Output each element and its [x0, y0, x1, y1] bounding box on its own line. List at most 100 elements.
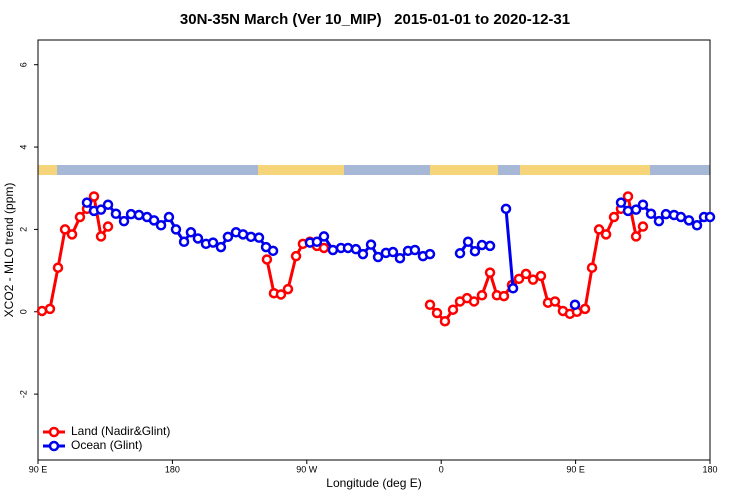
- point: [468, 296, 480, 307]
- point: [527, 274, 539, 285]
- point: [290, 250, 302, 262]
- point: [645, 208, 657, 220]
- point: [275, 289, 287, 300]
- x-tick-label: 180: [165, 464, 180, 474]
- point: [178, 236, 190, 248]
- point: [148, 215, 160, 226]
- point: [484, 240, 496, 252]
- point: [691, 220, 703, 231]
- point: [185, 227, 197, 238]
- point: [476, 290, 488, 301]
- point: [207, 237, 219, 248]
- point: [600, 229, 612, 240]
- point: [110, 208, 122, 220]
- point: [163, 211, 175, 223]
- y-axis-label: XCO2 - MLO trend (ppm): [2, 183, 16, 318]
- point: [365, 239, 377, 250]
- point: [192, 233, 204, 244]
- point: [622, 191, 634, 202]
- ocean-band: [38, 165, 710, 175]
- point: [454, 248, 466, 259]
- point: [118, 215, 130, 227]
- point: [394, 252, 406, 264]
- land-band: [258, 165, 344, 175]
- point: [342, 242, 354, 254]
- point: [439, 315, 451, 327]
- point: [630, 231, 642, 242]
- point: [261, 254, 273, 265]
- point: [253, 232, 265, 243]
- land-band: [430, 165, 498, 175]
- y-tick-label: 6: [18, 62, 28, 67]
- point: [267, 245, 279, 257]
- point: [59, 224, 71, 235]
- point: [44, 303, 56, 315]
- point: [95, 231, 107, 242]
- point: [579, 303, 591, 315]
- point: [133, 209, 145, 221]
- y-tick-label: -2: [18, 390, 28, 398]
- point: [88, 191, 100, 202]
- point: [81, 197, 93, 208]
- legend-label: Ocean (Glint): [71, 438, 142, 452]
- point: [569, 299, 581, 311]
- point: [535, 270, 547, 282]
- point: [630, 204, 642, 215]
- y-tick-label: 4: [18, 145, 28, 150]
- point: [653, 215, 665, 227]
- x-tick-label: 90 E: [566, 464, 585, 474]
- point: [622, 205, 634, 217]
- point: [170, 224, 182, 235]
- point: [660, 208, 672, 220]
- point: [215, 241, 227, 253]
- point: [549, 296, 561, 307]
- point: [102, 199, 114, 210]
- point: [431, 307, 443, 319]
- legend: Land (Nadir&Glint)Ocean (Glint): [43, 424, 170, 452]
- point: [245, 231, 257, 243]
- surface-strip: [38, 165, 710, 175]
- point: [615, 197, 627, 208]
- point: [462, 236, 474, 248]
- point: [498, 290, 510, 302]
- point: [318, 242, 330, 254]
- point: [318, 231, 330, 242]
- point: [500, 203, 512, 215]
- point: [484, 267, 496, 278]
- point: [372, 251, 384, 263]
- x-axis-label: Longitude (deg E): [326, 476, 421, 490]
- point: [447, 304, 459, 315]
- point: [593, 224, 605, 235]
- point: [74, 211, 86, 223]
- point: [409, 244, 421, 256]
- point: [637, 221, 649, 232]
- point: [387, 246, 399, 258]
- point: [683, 215, 695, 226]
- point: [513, 273, 525, 285]
- point: [476, 239, 488, 251]
- legend-swatch-point: [48, 426, 60, 438]
- point: [424, 248, 436, 260]
- point: [469, 245, 481, 257]
- point: [520, 268, 532, 280]
- point: [608, 211, 620, 223]
- point: [637, 199, 649, 210]
- legend-swatch-point: [48, 440, 60, 452]
- point: [102, 221, 114, 232]
- chart-title: 30N-35N March (Ver 10_MIP) 2015-01-01 to…: [180, 11, 570, 28]
- point: [52, 262, 64, 273]
- point: [704, 211, 716, 223]
- land-band: [520, 165, 650, 175]
- point: [507, 283, 519, 294]
- x-tick-label: 0: [439, 464, 444, 474]
- y-tick-label: 0: [18, 309, 28, 314]
- x-tick-label: 90 W: [296, 464, 318, 474]
- point: [222, 231, 234, 243]
- point: [424, 299, 436, 311]
- point: [357, 248, 369, 260]
- land-band: [38, 165, 57, 175]
- y-tick-label: 2: [18, 227, 28, 232]
- x-tick-label: 180: [702, 464, 717, 474]
